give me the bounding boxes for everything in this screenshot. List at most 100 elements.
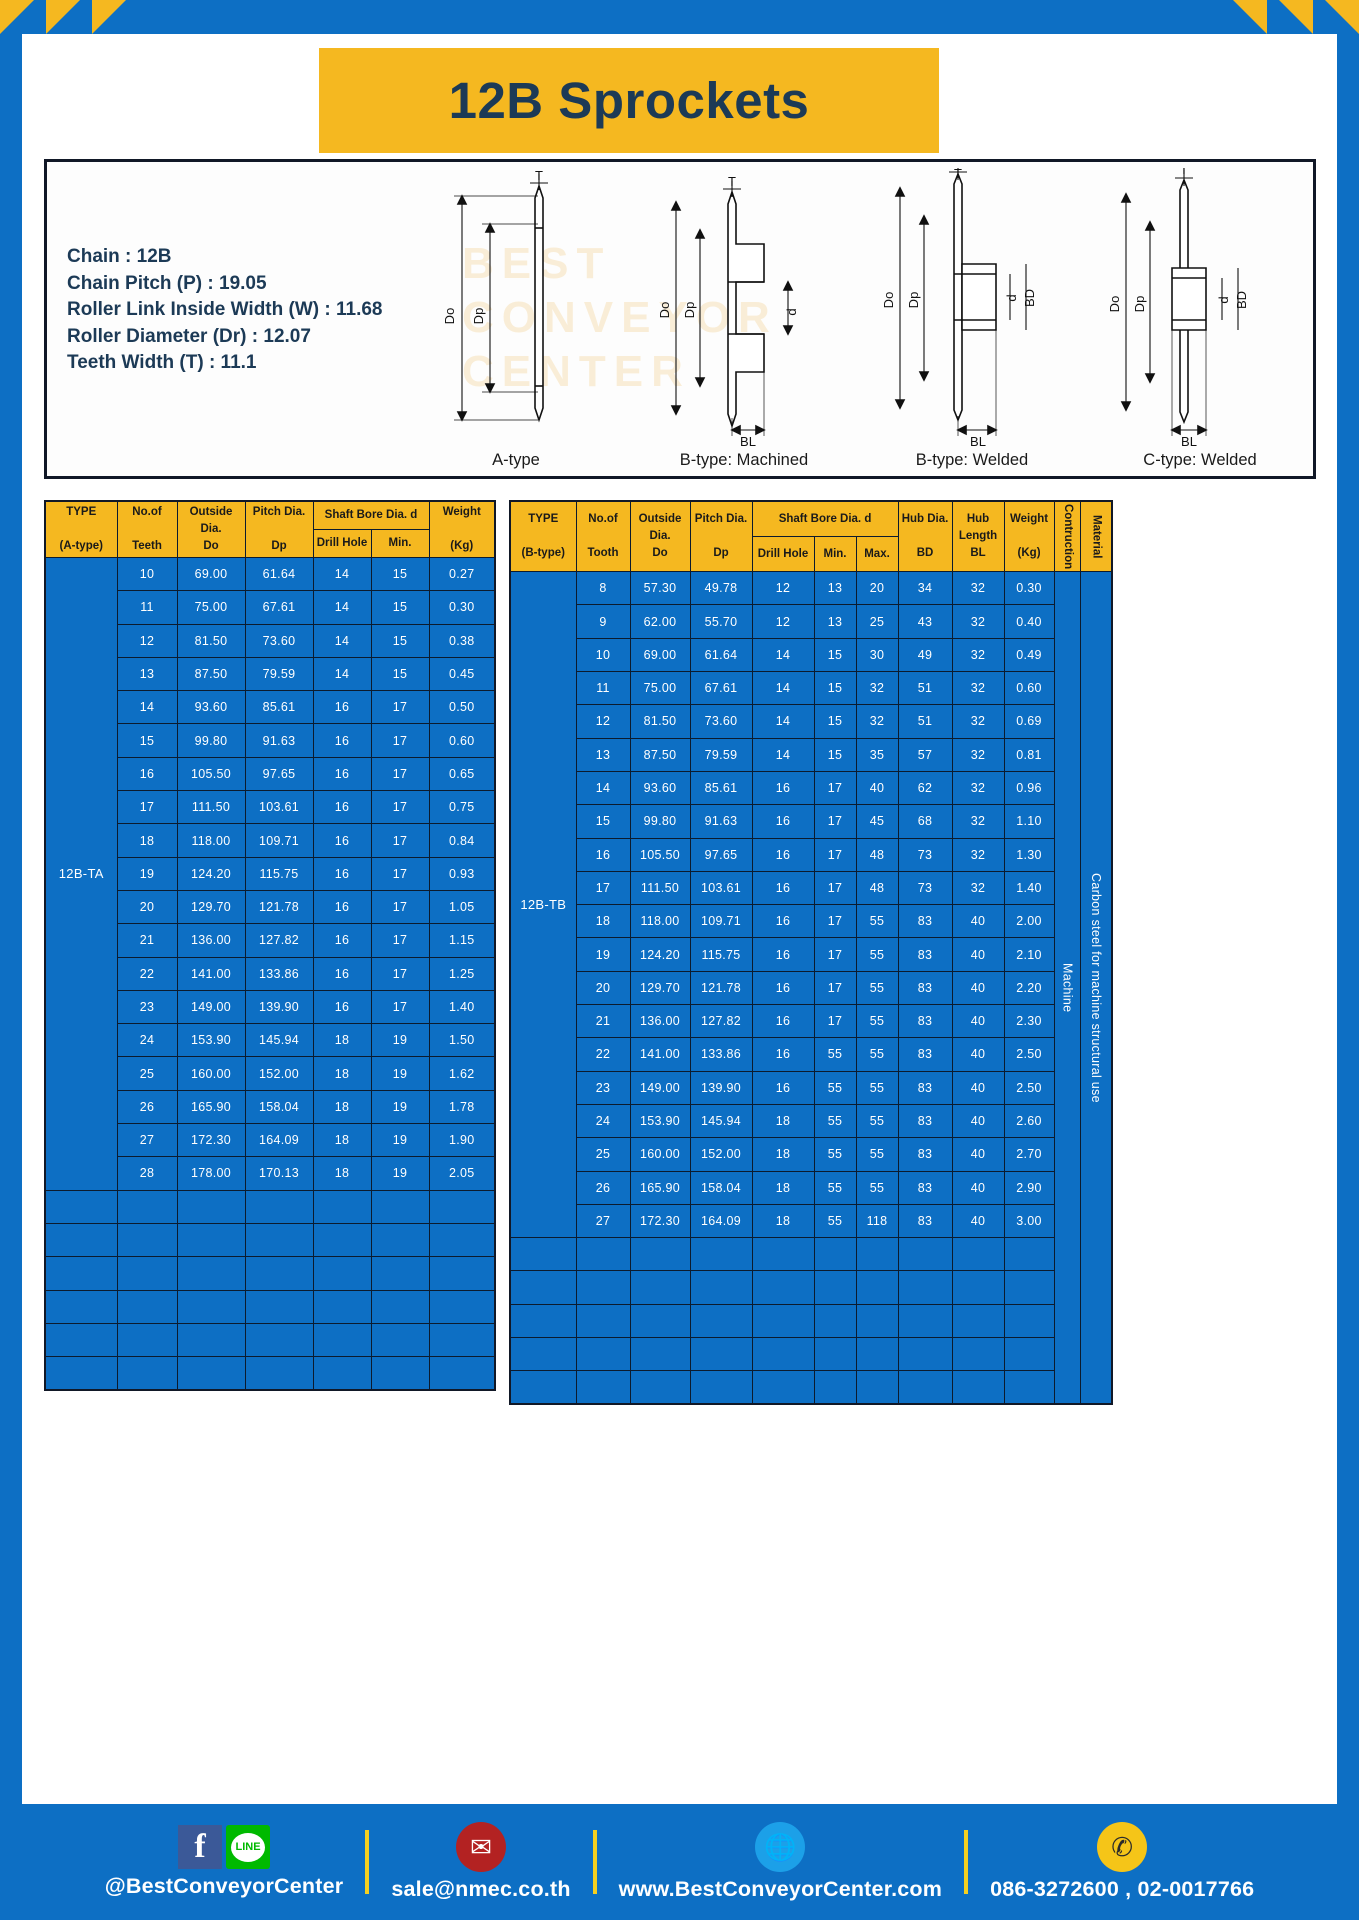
cell-bl: 40 bbox=[951, 1203, 1005, 1239]
globe-icon[interactable]: 🌐 bbox=[755, 1822, 806, 1872]
cell-min-: 17 bbox=[813, 904, 857, 939]
table-row: 21 136.00 127.82 16 17 55 83 40 2.30 bbox=[510, 1004, 1112, 1039]
svg-text:T: T bbox=[1180, 168, 1188, 177]
cell-weight: 0.75 bbox=[428, 790, 496, 825]
phone-icon[interactable]: ✆ bbox=[1097, 1822, 1148, 1872]
cell-drill-hole: 14 bbox=[312, 656, 372, 692]
cell-min-: 17 bbox=[370, 723, 430, 758]
spec-drawing-panel: Chain : 12B Chain Pitch (P) : 19.05 Roll… bbox=[44, 159, 1316, 479]
specification-list: Chain : 12B Chain Pitch (P) : 19.05 Roll… bbox=[67, 244, 382, 377]
cell-min-: 55 bbox=[813, 1103, 857, 1139]
cell-do: 129.70 bbox=[176, 889, 246, 925]
cell-teeth: 23 bbox=[116, 989, 178, 1025]
table-b-body: 12B-TB 8 57.30 49.78 12 13 20 34 32 0.30 Machine Ca… bbox=[509, 571, 1113, 1405]
cell-empty bbox=[44, 1256, 118, 1291]
th-weight-a: Weight (Kg) bbox=[428, 500, 496, 558]
th-type-a-main: TYPE bbox=[66, 506, 97, 518]
cell-min-: 17 bbox=[813, 870, 857, 906]
cell-max-: 55 bbox=[855, 1103, 899, 1139]
cell-bd: 83 bbox=[897, 970, 953, 1006]
th-pd-b-sub: Dp bbox=[713, 547, 729, 560]
cell-dp: 61.64 bbox=[244, 556, 314, 592]
cell-bl: 40 bbox=[951, 1004, 1005, 1039]
cell-min-: 17 bbox=[370, 923, 430, 958]
cell-dp: 115.75 bbox=[689, 937, 753, 972]
cell-bl: 32 bbox=[951, 671, 1005, 706]
cell-empty bbox=[509, 1270, 577, 1305]
cell-empty bbox=[509, 1237, 577, 1272]
cell-empty bbox=[897, 1270, 953, 1305]
footer-divider-3 bbox=[964, 1830, 969, 1894]
table-row-empty bbox=[44, 1222, 496, 1258]
cell-drill-hole: 18 bbox=[751, 1103, 815, 1139]
facebook-handle[interactable]: @BestConveyorCenter bbox=[104, 1874, 344, 1898]
cell-tooth: 15 bbox=[575, 804, 631, 839]
cell-empty bbox=[370, 1356, 430, 1391]
cell-empty bbox=[629, 1336, 691, 1372]
cell-dp: 109.71 bbox=[689, 904, 753, 939]
th-min-b: Min. bbox=[813, 536, 857, 573]
cell-weight: 2.20 bbox=[1003, 970, 1055, 1006]
table-row: 14 93.60 85.61 16 17 40 62 32 0.96 bbox=[510, 770, 1112, 806]
footer-divider-1 bbox=[365, 1830, 370, 1894]
cell-bl: 40 bbox=[951, 904, 1005, 939]
cell-min-: 19 bbox=[370, 1089, 430, 1125]
cell-do: 57.30 bbox=[629, 571, 691, 606]
cell-teeth: 12 bbox=[116, 623, 178, 658]
svg-text:Dp: Dp bbox=[1132, 296, 1147, 313]
cell-empty bbox=[689, 1237, 753, 1272]
cell-drill-hole: 16 bbox=[312, 690, 372, 725]
table-a-type: TYPE (A-type) No.of Teeth Outside Dia. D… bbox=[44, 500, 496, 1391]
table-row: 13 87.50 79.59 14 15 0.45 bbox=[45, 656, 496, 692]
cell-bl: 32 bbox=[951, 770, 1005, 806]
cell-empty bbox=[44, 1189, 118, 1224]
cell-min-: 15 bbox=[813, 671, 857, 706]
cell-weight: 0.49 bbox=[1003, 637, 1055, 673]
cell-bd: 83 bbox=[897, 904, 953, 939]
table-row: 12B-TA 10 69.00 61.64 14 15 0.27 bbox=[44, 556, 496, 1191]
cell-empty bbox=[176, 1289, 246, 1324]
phone-numbers[interactable]: 086-3272600 , 02-0017766 bbox=[990, 1877, 1255, 1901]
cell-weight: 1.25 bbox=[428, 956, 496, 991]
cell-max-: 40 bbox=[855, 770, 899, 806]
th-teeth-b-sub: Tooth bbox=[587, 547, 619, 560]
cell-empty bbox=[897, 1370, 953, 1405]
cell-bd: 83 bbox=[897, 1170, 953, 1205]
cell-dp: 164.09 bbox=[689, 1203, 753, 1239]
cell-bd: 83 bbox=[897, 937, 953, 972]
line-icon[interactable]: LINE bbox=[226, 1825, 271, 1869]
cell-teeth: 25 bbox=[116, 1056, 178, 1091]
cell-bd: 83 bbox=[897, 1037, 953, 1072]
facebook-icon[interactable]: f bbox=[178, 1825, 223, 1869]
cell-teeth: 10 bbox=[116, 556, 178, 592]
cell-max-: 35 bbox=[855, 737, 899, 772]
table-row-empty bbox=[44, 1356, 496, 1391]
cell-max-: 118 bbox=[855, 1203, 899, 1239]
cell-min-: 17 bbox=[370, 989, 430, 1025]
cell-empty bbox=[312, 1189, 372, 1224]
cell-dp: 145.94 bbox=[244, 1023, 314, 1058]
cell-do: 153.90 bbox=[176, 1023, 246, 1058]
cell-weight: 0.38 bbox=[428, 623, 496, 658]
email-address[interactable]: sale@nmec.co.th bbox=[391, 1877, 571, 1901]
cell-drill-hole: 14 bbox=[312, 590, 372, 625]
th-type-b: TYPE (B-type) bbox=[509, 500, 577, 573]
website-url[interactable]: www.BestConveyorCenter.com bbox=[618, 1877, 943, 1901]
table-row: 15 99.80 91.63 16 17 45 68 32 1.10 bbox=[510, 804, 1112, 839]
cell-do: 87.50 bbox=[176, 656, 246, 692]
cell-teeth: 16 bbox=[116, 756, 178, 792]
cell-weight: 2.70 bbox=[1003, 1137, 1055, 1172]
cell-empty bbox=[428, 1322, 496, 1358]
cell-dp: 152.00 bbox=[244, 1056, 314, 1091]
cell-bl: 32 bbox=[951, 637, 1005, 673]
table-row: 13 87.50 79.59 14 15 35 57 32 0.81 bbox=[510, 737, 1112, 772]
cell-empty bbox=[244, 1222, 314, 1258]
cell-teeth: 27 bbox=[116, 1123, 178, 1158]
cell-weight: 0.69 bbox=[1003, 704, 1055, 739]
table-row: 15 99.80 91.63 16 17 0.60 bbox=[45, 723, 496, 758]
cell-min-: 17 bbox=[370, 756, 430, 792]
cell-teeth: 20 bbox=[116, 889, 178, 925]
drawing-b-type-machined: T Do Dp d BL B-type: Machined bbox=[630, 168, 858, 476]
email-icon[interactable]: ✉ bbox=[456, 1822, 506, 1872]
th-pd-a-main: Pitch Dia. bbox=[252, 506, 306, 518]
